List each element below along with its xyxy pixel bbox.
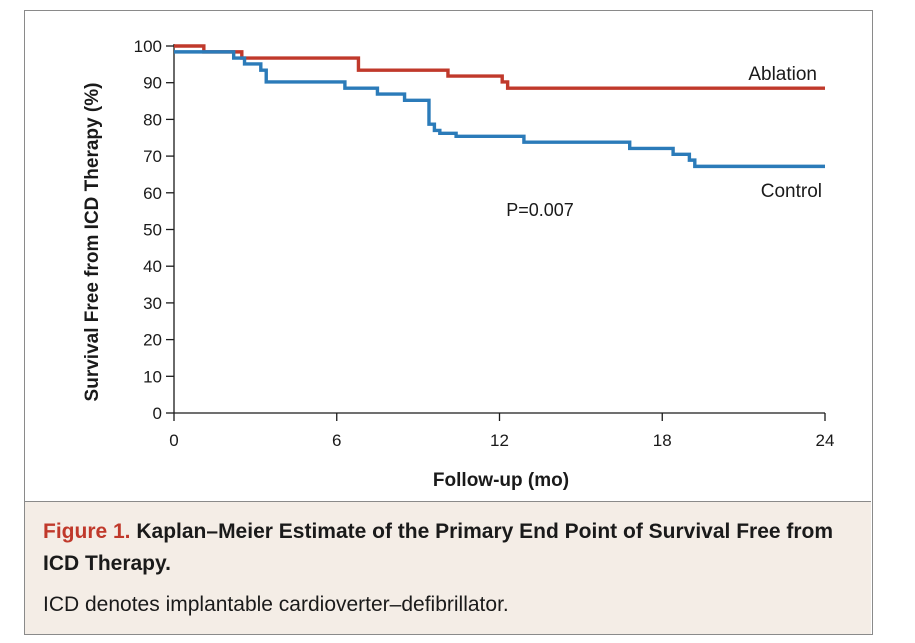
y-tick-label: 0 [153, 404, 162, 423]
figure-label: Figure 1. [43, 520, 131, 543]
x-axis-label: Follow-up (mo) [433, 470, 569, 491]
x-tick-label: 12 [490, 431, 509, 450]
y-tick-label: 100 [134, 37, 162, 56]
figure-caption: Figure 1. Kaplan–Meier Estimate of the P… [25, 501, 871, 634]
y-tick-label: 70 [143, 147, 162, 166]
survival-curves [174, 44, 825, 169]
y-tick-label: 80 [143, 110, 162, 129]
y-axis-label: Survival Free from ICD Therapy (%) [82, 83, 103, 402]
y-tick-label: 90 [143, 74, 162, 93]
x-tick-label: 24 [816, 431, 835, 450]
p-value-annotation: P=0.007 [506, 200, 574, 220]
x-tick-label: 18 [653, 431, 672, 450]
y-tick-label: 30 [143, 294, 162, 313]
series-label-control: Control [761, 181, 822, 202]
y-tick-label: 50 [143, 221, 162, 240]
caption-note: ICD denotes implantable cardioverter–def… [43, 593, 509, 616]
x-tick-label: 6 [332, 431, 341, 450]
caption-title-text: Kaplan–Meier Estimate of the Primary End… [43, 520, 834, 575]
y-tick-label: 20 [143, 331, 162, 350]
x-tick-label: 0 [169, 431, 178, 450]
kaplan-meier-chart: 0 10 20 30 40 50 60 70 80 90 100 0 6 12 18 24 Survival … [82, 37, 835, 491]
series-line-control [174, 50, 825, 169]
y-tick-label: 10 [143, 367, 162, 386]
axes: 0 10 20 30 40 50 60 70 80 90 100 0 6 12 18 24 [134, 37, 835, 450]
y-tick-label: 60 [143, 184, 162, 203]
y-tick-label: 40 [143, 257, 162, 276]
figure-frame: 0 10 20 30 40 50 60 70 80 90 100 0 6 12 18 24 Survival … [24, 10, 873, 635]
caption-title: Figure 1. Kaplan–Meier Estimate of the P… [43, 516, 853, 580]
series-label-ablation: Ablation [748, 64, 817, 85]
